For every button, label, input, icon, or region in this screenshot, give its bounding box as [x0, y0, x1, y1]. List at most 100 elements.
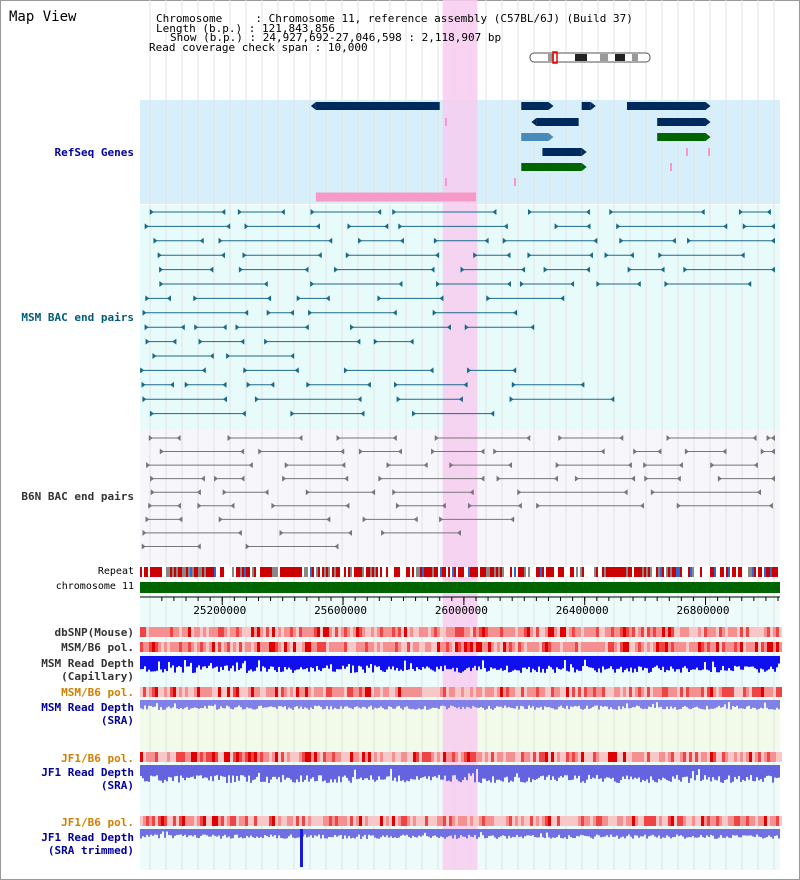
msm-sra-depth-bar [694, 700, 696, 708]
msm-pol1-cell [758, 642, 761, 652]
jf1-pol2-cell [575, 816, 578, 826]
jf1-trim-depth-bar [210, 829, 212, 837]
track-label-msm-depth-cap[interactable]: MSM Read Depth [41, 657, 134, 670]
dbsnp-cell [221, 627, 224, 637]
repeat-mark [530, 567, 532, 577]
track-label-msm-b6-pol-2[interactable]: MSM/B6 pol. [61, 686, 134, 699]
track-label-jf1-depth-sra[interactable]: JF1 Read Depth [41, 766, 134, 779]
track-label-b6n-bac[interactable]: B6N BAC end pairs [21, 490, 134, 503]
msm-bac-pair-end [226, 353, 231, 359]
repeat-mark [578, 567, 580, 577]
jf1-trim-depth-bar [690, 829, 692, 838]
track-label-dbsnp[interactable]: dbSNP(Mouse) [54, 626, 134, 639]
jf1-pol2-cell [413, 816, 416, 826]
msm-pol2-cell [254, 687, 257, 697]
jf1-pol1-cell [758, 752, 761, 762]
track-label-msm-b6-pol-1[interactable]: MSM/B6 pol. [61, 641, 134, 654]
jf1-sra-depth-bar [402, 765, 404, 781]
b6n-bac-pair-end [305, 489, 310, 496]
msm-sra-depth-bar [436, 700, 438, 708]
msm-pol2-cell [758, 687, 761, 697]
jf1-trim-depth-bar [282, 829, 284, 839]
dbsnp-cell [614, 627, 617, 637]
msm-sra-depth-bar [332, 700, 334, 710]
refseq-gene [315, 192, 476, 202]
msm-sra-depth-bar [460, 700, 462, 710]
track-label-refseq[interactable]: RefSeq Genes [54, 146, 134, 159]
jf1-sra-depth-bar [544, 765, 546, 780]
b6n-bac-pair-end [248, 462, 253, 469]
jf1-pol2-cell [497, 816, 500, 826]
msm-cap-depth-bar [270, 656, 272, 667]
ideogram-band [575, 54, 587, 61]
msm-pol1-cell [254, 642, 257, 652]
dbsnp-cell [692, 627, 695, 637]
msm-cap-depth-bar [172, 656, 174, 666]
dbsnp-cell [269, 627, 272, 637]
jf1-trim-depth-bar [372, 829, 374, 836]
repeat-mark [608, 567, 610, 577]
msm-sra-depth-bar [582, 700, 584, 710]
jf1-trim-depth-bar [202, 829, 204, 835]
jf1-sra-depth-bar [248, 765, 250, 776]
repeat-mark [238, 567, 240, 577]
jf1-pol1-cell [548, 752, 551, 762]
dbsnp-cell [329, 627, 332, 637]
jf1-trim-depth-bar [710, 829, 712, 835]
track-label-msm-bac[interactable]: MSM BAC end pairs [21, 311, 134, 324]
jf1-sra-depth-bar [598, 765, 600, 779]
track-label-msm-depth-sra[interactable]: MSM Read Depth [41, 701, 134, 714]
jf1-pol2-cell [611, 816, 614, 826]
jf1-pol1-cell [203, 752, 206, 762]
repeat-mark [464, 567, 466, 577]
msm-sra-depth-bar [624, 700, 626, 709]
msm-pol1-cell [239, 642, 242, 652]
jf1-trim-depth-bar [312, 829, 314, 838]
msm-pol1-cell [536, 642, 539, 652]
jf1-sra-depth-bar [710, 765, 712, 782]
jf1-trim-depth-bar [152, 829, 154, 836]
jf1-pol2-cell [551, 816, 554, 826]
msm-pol2-cell [689, 687, 692, 697]
jf1-trim-depth-bar [258, 829, 260, 838]
jf1-pol2-cell [593, 816, 596, 826]
dbsnp-cell [290, 627, 293, 637]
jf1-pol2-cell [416, 816, 419, 826]
jf1-sra-depth-bar [502, 765, 504, 782]
jf1-sra-depth-bar [512, 765, 514, 782]
msm-pol2-cell [656, 687, 659, 697]
track-label-jf1-b6-pol-2[interactable]: JF1/B6 pol. [61, 816, 134, 829]
msm-sra-depth-bar [696, 700, 698, 707]
msm-pol1-cell [587, 642, 590, 652]
jf1-pol1-cell [320, 752, 323, 762]
jf1-pol1-cell [365, 752, 368, 762]
msm-pol2-cell [503, 687, 506, 697]
jf1-trim-depth-bar [552, 829, 554, 838]
info-chromosome-label: Chromosome [156, 12, 223, 25]
msm-pol1-cell [206, 642, 209, 652]
msm-cap-depth-bar [428, 656, 430, 668]
msm-pol2-cell [518, 687, 521, 697]
jf1-trim-depth-bar [362, 829, 364, 837]
track-label-jf1-b6-pol-1[interactable]: JF1/B6 pol. [61, 752, 134, 765]
msm-cap-depth-bar [568, 656, 570, 672]
jf1-pol2-cell [704, 816, 707, 826]
gene-strand-arrow [310, 102, 316, 110]
msm-cap-depth-bar [698, 656, 700, 671]
jf1-trim-depth-bar [240, 829, 242, 838]
msm-sra-depth-bar [610, 700, 612, 708]
msm-cap-depth-bar [752, 656, 754, 667]
b6n-bac-pair-end [753, 462, 758, 469]
b6n-bac-pair-end [344, 475, 349, 482]
jf1-sra-depth-bar [670, 765, 672, 782]
msm-sra-depth-bar [294, 700, 296, 707]
jf1-trim-depth-bar [370, 829, 372, 836]
msm-cap-depth-bar [192, 656, 194, 673]
jf1-trim-depth-bar [396, 829, 398, 839]
dbsnp-cell [608, 627, 611, 637]
jf1-pol2-cell [251, 816, 254, 826]
dbsnp-cell [620, 627, 623, 637]
track-label-jf1-depth-trim[interactable]: JF1 Read Depth [41, 831, 134, 844]
jf1-pol2-cell [731, 816, 734, 826]
jf1-pol1-cell [749, 752, 752, 762]
